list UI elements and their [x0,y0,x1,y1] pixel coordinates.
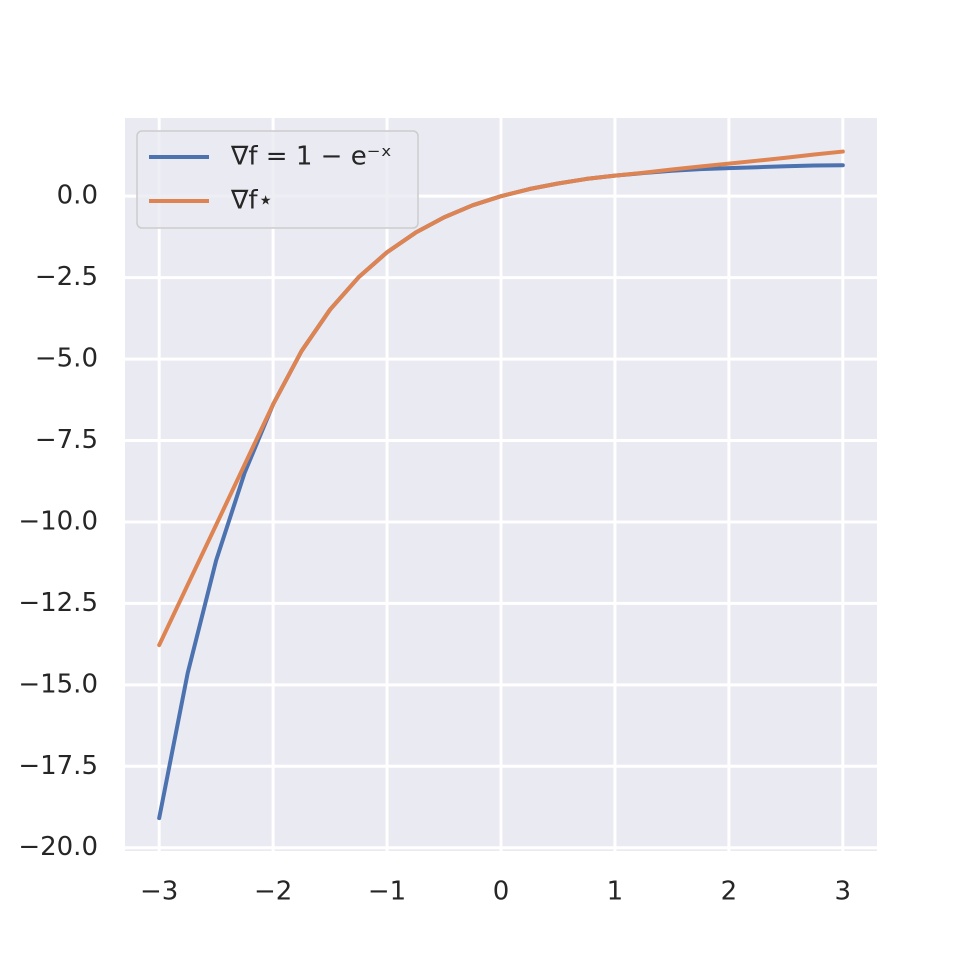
y-tick-label: −15.0 [18,669,98,699]
y-tick-label: −5.0 [35,344,98,374]
x-tick-label: 2 [721,877,738,907]
y-tick-label: −12.5 [18,588,98,618]
legend-label: ∇f = 1 − e⁻ˣ [230,142,392,172]
y-tick-label: −20.0 [18,832,98,862]
x-tick-label: 0 [493,877,510,907]
x-tick-label: 1 [607,877,624,907]
legend-label: ∇f⋆ [230,186,274,216]
x-tick-label: 3 [835,877,852,907]
x-tick-label: −1 [368,877,406,907]
x-tick-label: −2 [254,877,292,907]
y-tick-label: −7.5 [35,425,98,455]
y-tick-label: 0.0 [57,181,98,211]
x-tick-label: −3 [140,877,178,907]
y-tick-label: −17.5 [18,751,98,781]
y-tick-label: −10.0 [18,506,98,536]
y-tick-label: −2.5 [35,262,98,292]
line-series [157,149,845,648]
